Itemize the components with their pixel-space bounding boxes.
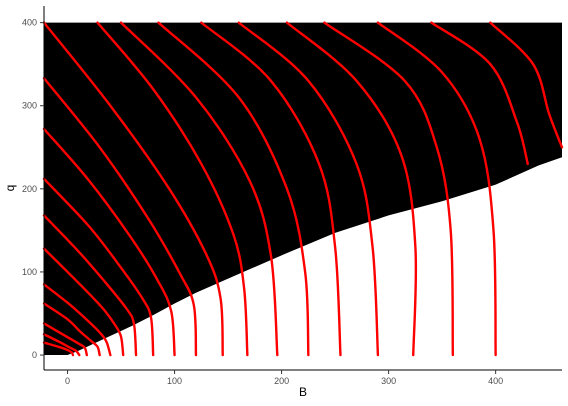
curve-3 — [42, 322, 89, 357]
curve-14 — [157, 21, 310, 357]
curve-15 — [200, 21, 342, 357]
curve-4 — [42, 302, 101, 357]
x-tick-label: 100 — [167, 376, 182, 386]
plot-area — [42, 21, 564, 357]
curve-11 — [42, 21, 224, 357]
x-tick-label: 200 — [274, 376, 289, 386]
curve-1 — [42, 341, 75, 357]
curve-5 — [42, 283, 112, 357]
curve-21 — [489, 21, 564, 149]
curve-12 — [96, 21, 249, 357]
curve-16 — [237, 21, 380, 357]
y-tick-label: 0 — [32, 350, 37, 360]
shaded-region — [44, 22, 562, 356]
curve-13 — [119, 21, 279, 357]
axes: 0 100 200 300 400 0 100 200 300 400 — [22, 6, 562, 386]
y-tick-label: 300 — [22, 101, 37, 111]
y-tick-label: 100 — [22, 267, 37, 277]
curve-19 — [376, 21, 497, 357]
curve-6 — [42, 247, 125, 357]
y-tick-label: 200 — [22, 184, 37, 194]
curve-9 — [42, 127, 176, 357]
curve-18 — [323, 21, 455, 357]
y-tick-label: 400 — [22, 18, 37, 28]
curve-2 — [42, 333, 81, 357]
curve-8 — [42, 177, 155, 357]
x-tick-label: 300 — [381, 376, 396, 386]
x-tick-label: 400 — [488, 376, 503, 386]
curve-17 — [285, 21, 418, 357]
curve-10 — [42, 77, 198, 357]
x-tick-label: 0 — [65, 376, 70, 386]
curve-7 — [42, 214, 138, 357]
y-axis-title: q — [3, 185, 17, 192]
curve-20 — [430, 21, 529, 166]
x-axis-title: B — [299, 385, 307, 399]
